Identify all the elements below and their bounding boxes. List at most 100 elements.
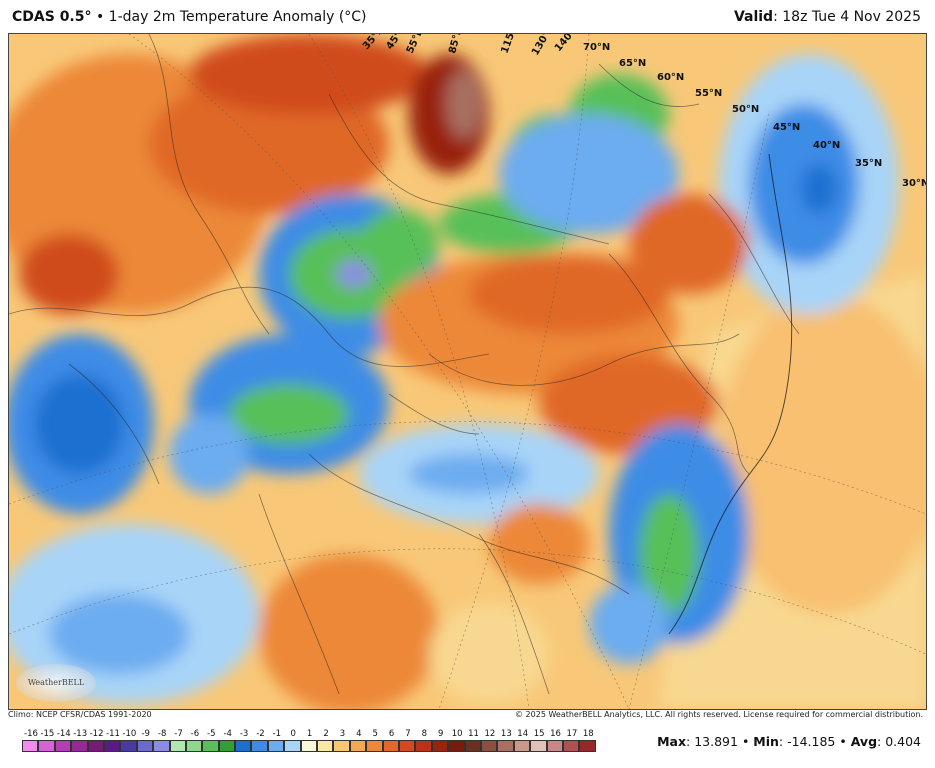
colorbar-cell: -1: [267, 729, 285, 752]
colorbar-tick-label: -11: [106, 729, 120, 739]
model-name: CDAS 0.5°: [12, 9, 92, 25]
colorbar-cell: 17: [562, 729, 580, 752]
colorbar-cell: 14: [513, 729, 531, 752]
colorbar-tick-label: 10: [451, 729, 463, 739]
colorbar-tick-label: 6: [388, 729, 395, 739]
colorbar-cell: -13: [71, 729, 88, 752]
colorbar-tick-label: -14: [56, 729, 71, 739]
valid-label: Valid: [733, 9, 774, 25]
lat-label-65n: 65°N: [619, 58, 646, 69]
colorbar-tick-label: -5: [207, 729, 216, 739]
avg-label: Avg: [850, 734, 878, 749]
colorbar-tick-label: 5: [372, 729, 378, 739]
colorbar-cell: 15: [530, 729, 547, 752]
colorbar-cell: 18: [579, 729, 596, 752]
colorbar-cell: 4: [349, 729, 367, 752]
colorbar-cell: 16: [546, 729, 563, 752]
colorbar-tick-label: 1: [306, 729, 313, 739]
header-bar: CDAS 0.5° • 1-day 2m Temperature Anomaly…: [0, 0, 935, 34]
colorbar-tick-label: 11: [468, 729, 479, 739]
lat-label-50n: 50°N: [732, 104, 759, 115]
colorbar-tick-label: 8: [421, 729, 428, 739]
colorbar-tick-label: -2: [256, 729, 265, 739]
colorbar-tick-label: 3: [339, 729, 346, 739]
colorbar-cell: -14: [54, 729, 72, 752]
colorbar-tick-label: -16: [24, 729, 38, 739]
title-separator: •: [95, 9, 105, 25]
colorbar-cell: 10: [448, 729, 465, 752]
colorbar-tick-label: 4: [356, 729, 362, 739]
colorbar-tick-label: -9: [141, 729, 150, 739]
colorbar-cell: 12: [480, 729, 498, 752]
graticule: [9, 34, 926, 709]
colorbar-cell: 7: [398, 729, 416, 752]
colorbar-tick-label: 18: [582, 729, 594, 739]
weatherbell-logo: WeatherBELL: [16, 664, 96, 702]
colorbar-cell: 13: [497, 729, 514, 752]
colorbar-cell: 8: [415, 729, 432, 752]
colorbar-cell: 11: [464, 729, 481, 752]
valid-time: Valid: 18z Tue 4 Nov 2025: [733, 9, 921, 25]
colorbar-tick-label: -7: [174, 729, 183, 739]
colorbar-cell: -5: [202, 729, 219, 752]
colorbar-cell: 9: [431, 729, 449, 752]
colorbar-cell: -12: [87, 729, 104, 752]
lat-label-45n: 45°N: [773, 122, 800, 133]
lat-label-70n: 70°N: [583, 42, 610, 53]
colorbar-cell: 6: [382, 729, 399, 752]
colorbar-tick-label: -12: [89, 729, 104, 739]
lat-label-40n: 40°N: [813, 140, 840, 151]
lat-label-55n: 55°N: [695, 88, 722, 99]
colorbar-tick-label: 9: [438, 729, 444, 739]
map-title: CDAS 0.5° • 1-day 2m Temperature Anomaly…: [12, 9, 367, 25]
colorbar-tick-label: 13: [500, 729, 512, 739]
colorbar-tick-label: 2: [323, 729, 329, 739]
colorbar-tick-label: 0: [290, 729, 296, 739]
colorbar-tick-label: 15: [533, 729, 545, 739]
copyright-note: © 2025 WeatherBELL Analytics, LLC. All r…: [515, 710, 923, 719]
colorbar-tick-label: 16: [550, 729, 561, 739]
colorbar-tick-label: -6: [190, 729, 200, 739]
logo-text: WeatherBELL: [27, 678, 85, 687]
stats-summary: Max: 13.891 • Min: -14.185 • Avg: 0.404: [657, 734, 921, 749]
map-canvas: 70°N 65°N 60°N 55°N 50°N 45°N 40°N 35°N …: [9, 34, 926, 709]
colorbar-tick-label: -4: [223, 729, 232, 739]
climo-note: Climo: NCEP CFSR/CDAS 1991-2020: [8, 710, 152, 719]
colorbar-tick-label: -1: [272, 729, 282, 739]
colorbar-tick-label: 17: [566, 729, 578, 739]
temperature-anomaly-map[interactable]: 70°N 65°N 60°N 55°N 50°N 45°N 40°N 35°N …: [8, 33, 927, 710]
colorbar-cell: -10: [120, 729, 137, 752]
anomaly-field: [9, 34, 926, 709]
lat-label-30n: 30°N: [902, 178, 926, 189]
colorbar-legend: -16 -15 -14 -13 -12 -11 -10 -9 -8 -7 -6 -5 -4 -3 -2 -1 0…: [22, 729, 596, 752]
colorbar-tick-label: -15: [40, 729, 55, 739]
colorbar-tick-label: 7: [405, 729, 411, 739]
colorbar-tick-label: -10: [122, 729, 137, 739]
colorbar-tick-label: -13: [73, 729, 88, 739]
product-name: 1-day 2m Temperature Anomaly (°C): [108, 9, 367, 25]
colorbar-cell: 0: [284, 729, 301, 752]
colorbar-tick-label: 14: [517, 729, 529, 739]
colorbar-cell: -7: [169, 729, 186, 752]
colorbar-cell: 2: [317, 729, 334, 752]
country-borders: [9, 34, 800, 695]
lat-label-35n: 35°N: [855, 158, 882, 169]
colorbar-tick-label: -3: [239, 729, 249, 739]
colorbar-cell: -9: [136, 729, 154, 752]
colorbar-cell: -3: [235, 729, 252, 752]
colorbar-cell: -15: [38, 729, 55, 752]
max-value: 13.891: [694, 734, 738, 749]
colorbar-tick-label: -8: [157, 729, 167, 739]
lat-label-60n: 60°N: [657, 72, 684, 83]
valid-time-value: 18z Tue 4 Nov 2025: [782, 9, 921, 25]
colorbar-cell: -4: [218, 729, 236, 752]
min-value: -14.185: [787, 734, 836, 749]
coastline: [668, 153, 793, 635]
colorbar-cell: -11: [103, 729, 121, 752]
colorbar-cell: 5: [366, 729, 383, 752]
max-label: Max: [657, 734, 687, 749]
colorbar-cell: -2: [251, 729, 268, 752]
colorbar-cell: 1: [300, 729, 318, 752]
colorbar-cell: -16: [22, 729, 39, 752]
min-label: Min: [753, 734, 779, 749]
